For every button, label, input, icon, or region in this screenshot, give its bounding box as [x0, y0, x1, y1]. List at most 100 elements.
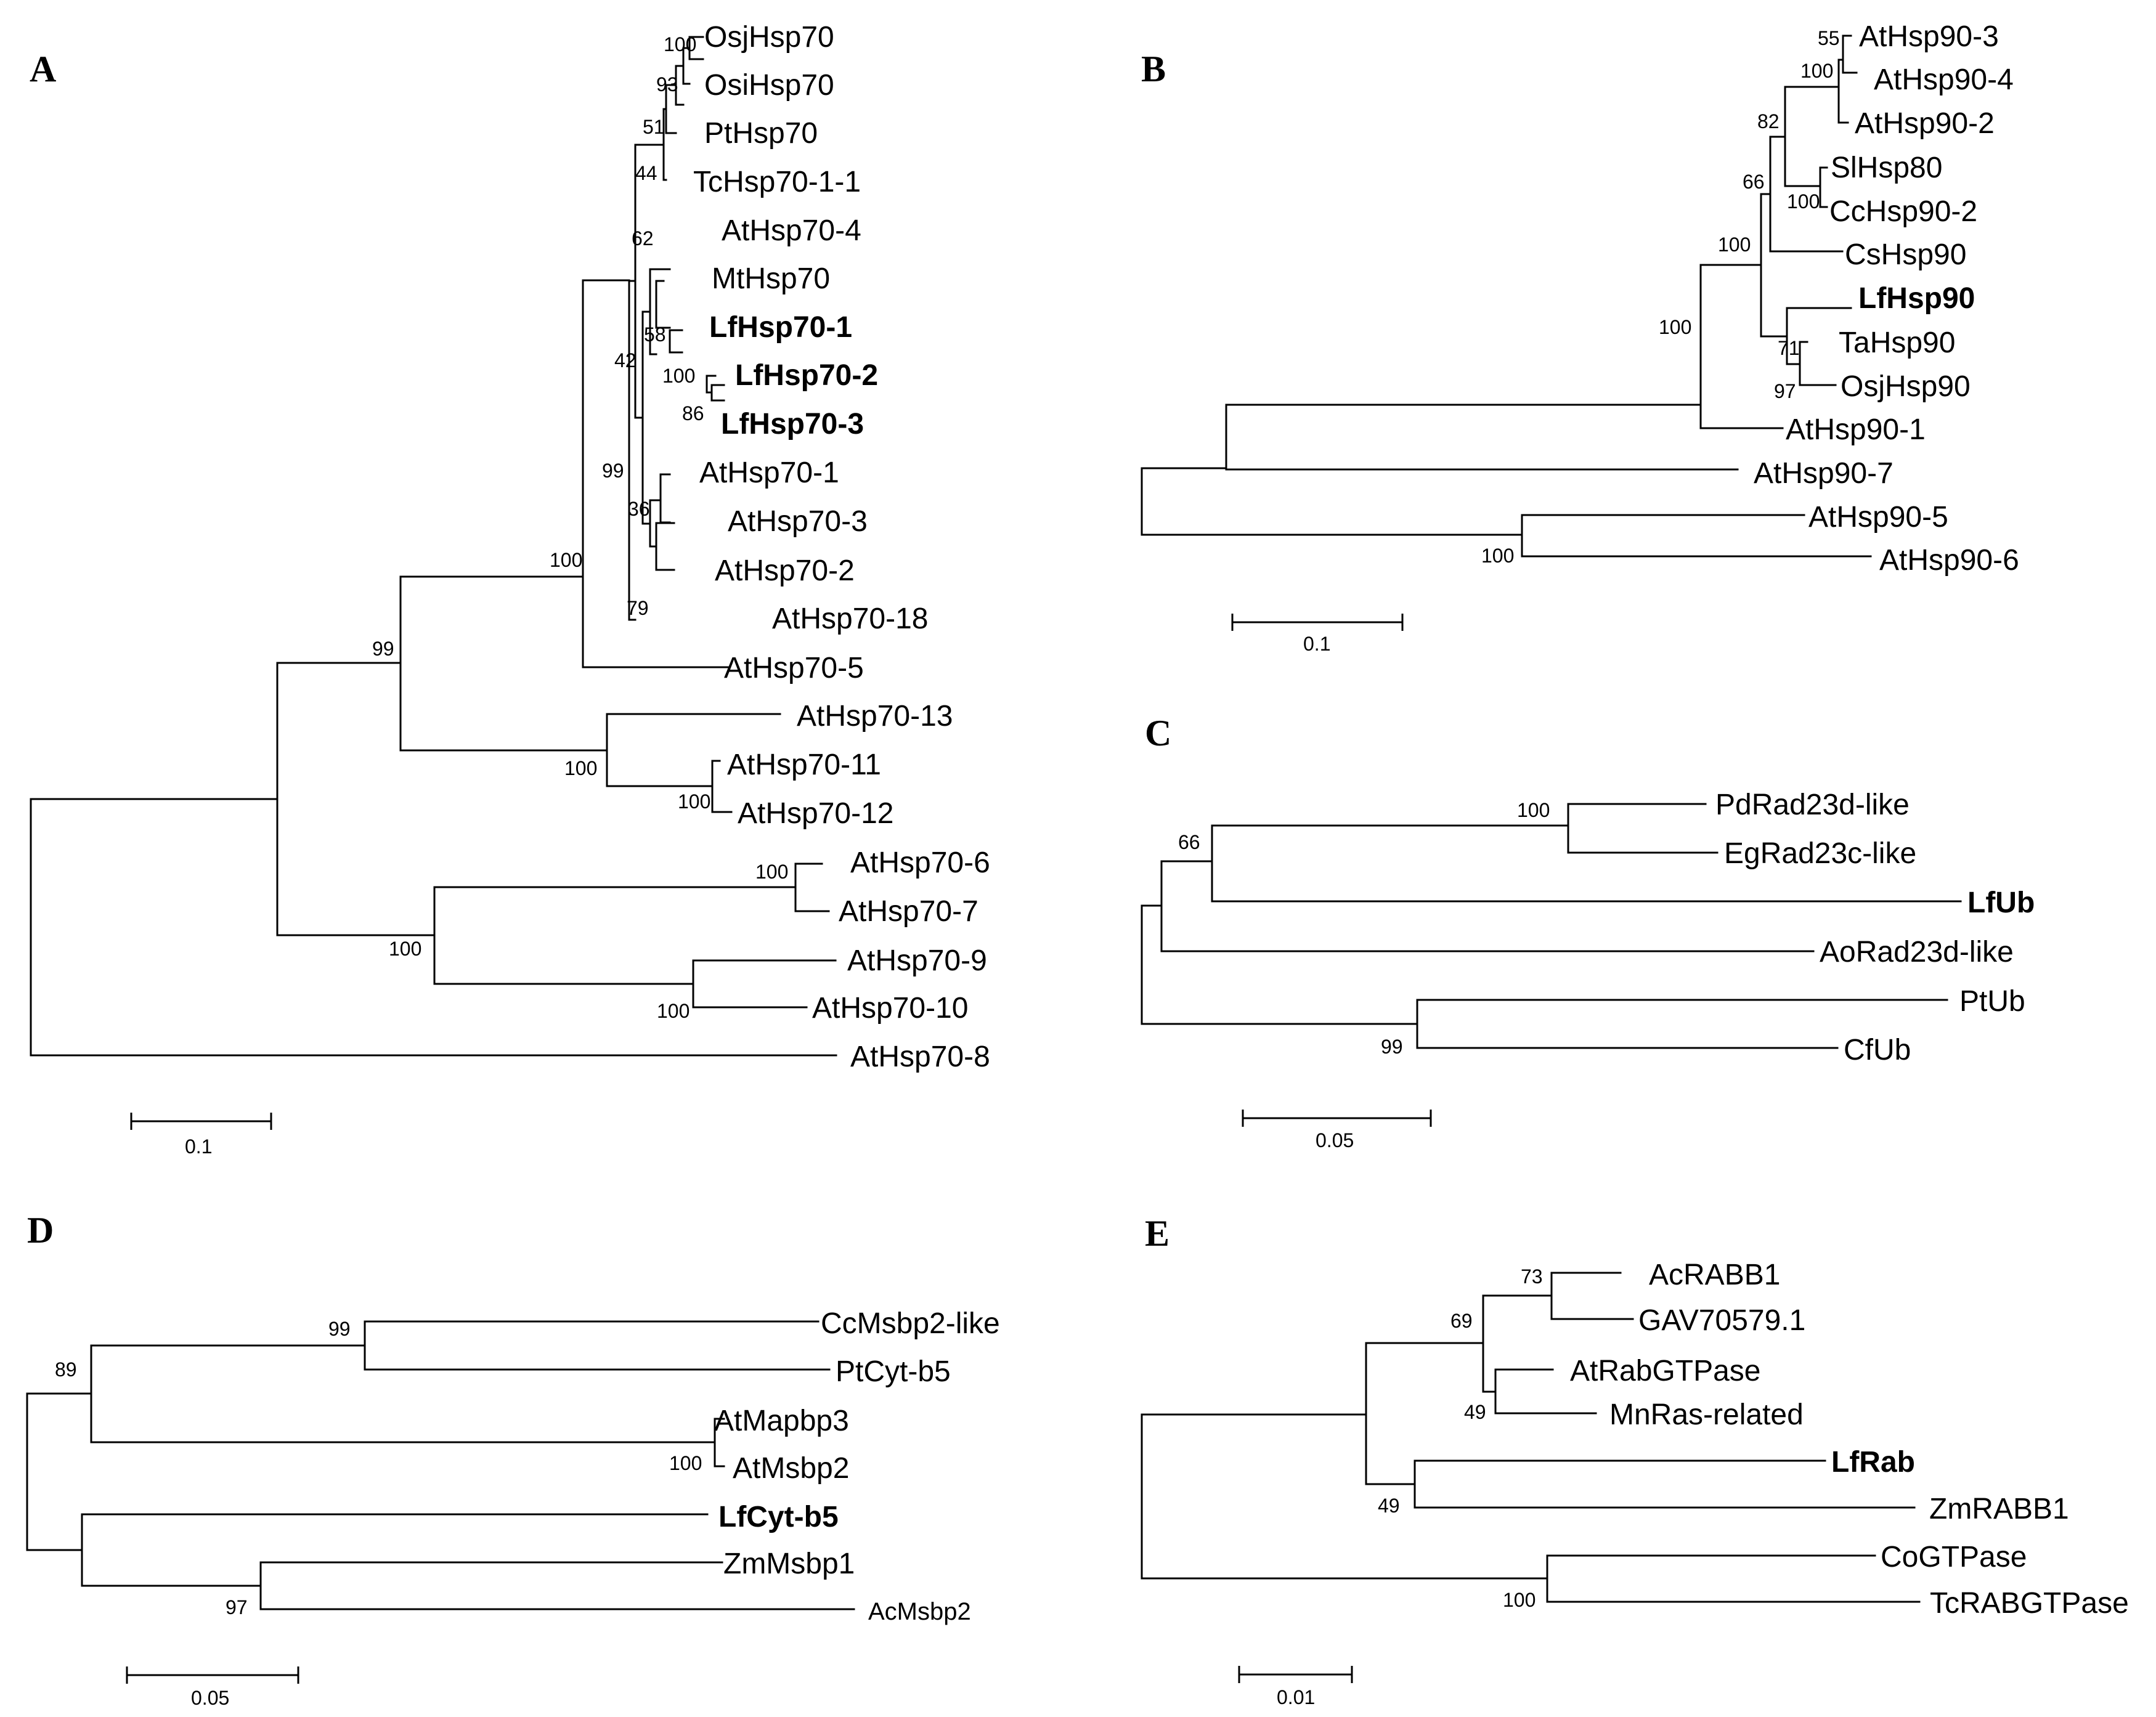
bootstrap-value: 55 [1818, 27, 1840, 49]
leaf-label: AtHsp70-7 [839, 895, 978, 928]
bootstrap-value: 100 [550, 549, 582, 571]
leaf-label: AtHsp90-6 [1879, 544, 2019, 577]
leaf-label: PtCyt-b5 [836, 1355, 951, 1388]
bootstrap-value: 97 [226, 1596, 248, 1618]
panel-letter-b: B [1141, 49, 1166, 89]
bootstrap-value: 100 [662, 365, 695, 387]
leaf-label: CfUb [1844, 1034, 1911, 1066]
panel-e: E AcRABB1 GAV70579.1 AtRabGTPase MnRas-r… [1141, 1213, 2129, 1708]
bootstrap-value: 99 [372, 638, 394, 660]
leaf-label: LfRab [1831, 1446, 1915, 1479]
leaf-label: TcHsp70-1-1 [693, 166, 861, 198]
bootstrap-value: 100 [1481, 545, 1514, 567]
bootstrap-value: 49 [1464, 1401, 1486, 1423]
scale-bar-d: 0.05 [126, 1666, 299, 1709]
leaf-label: AoRad23d-like [1820, 936, 2014, 968]
bootstrap-values-d: 99 89 100 97 [55, 1318, 702, 1618]
leaf-label: ZmRABB1 [1929, 1493, 2069, 1525]
bootstrap-value: 86 [682, 402, 704, 424]
scale-bar-a: 0.1 [130, 1113, 272, 1158]
bootstrap-value: 82 [1757, 110, 1780, 132]
bootstrap-value: 100 [1787, 190, 1820, 213]
leaf-label: AtHsp90-1 [1786, 413, 1926, 446]
leaf-label: OsjHsp70 [704, 21, 834, 54]
leaf-label: TaHsp90 [1839, 327, 1955, 359]
leaf-label: CoGTPase [1881, 1541, 2027, 1573]
leaf-label: CcMsbp2-like [821, 1307, 1000, 1340]
bootstrap-value: 100 [1659, 316, 1691, 338]
leaf-label: ZmMsbp1 [723, 1548, 855, 1580]
bootstrap-value: 73 [1521, 1265, 1543, 1288]
bootstrap-value: 99 [328, 1318, 351, 1340]
bootstrap-value: 100 [657, 1000, 690, 1022]
leaf-label: AtHsp90-4 [1874, 63, 2014, 96]
tree-leaves-d: CcMsbp2-like PtCyt-b5 AtMapbp3 AtMsbp2 L… [714, 1307, 1000, 1625]
bootstrap-value: 36 [628, 498, 650, 520]
leaf-label: MtHsp70 [712, 262, 830, 295]
panel-letter-d: D [27, 1210, 54, 1251]
tree-branches-b [1141, 35, 1872, 558]
leaf-label: AtHsp90-3 [1859, 20, 1999, 53]
tree-leaves-e: AcRABB1 GAV70579.1 AtRabGTPase MnRas-rel… [1570, 1259, 2129, 1620]
leaf-label: AtHsp70-8 [850, 1041, 990, 1073]
scale-bar-label: 0.05 [1316, 1129, 1354, 1151]
bootstrap-value: 89 [55, 1358, 77, 1381]
bootstrap-value: 100 [1503, 1589, 1536, 1611]
leaf-label: LfUb [1967, 887, 2035, 919]
bootstrap-value: 62 [632, 227, 654, 250]
panel-letter-c: C [1145, 713, 1171, 753]
leaf-label: CsHsp90 [1845, 238, 1966, 271]
bootstrap-value: 69 [1450, 1310, 1473, 1332]
bootstrap-value: 42 [614, 349, 637, 371]
bootstrap-value: 93 [656, 73, 678, 95]
bootstrap-value: 100 [1718, 233, 1751, 256]
bootstrap-value: 100 [1800, 60, 1833, 82]
bootstrap-values-c: 100 66 99 [1178, 799, 1550, 1058]
tree-branches-c [1141, 803, 1962, 1049]
scale-bar-e: 0.01 [1238, 1666, 1353, 1708]
scale-bar-label: 0.1 [185, 1135, 212, 1158]
tree-branches-e [1141, 1272, 1921, 1603]
bootstrap-value: 66 [1178, 831, 1200, 853]
bootstrap-value: 66 [1743, 171, 1765, 193]
leaf-label: AtHsp90-5 [1808, 501, 1948, 534]
panel-c: C PdRad23d-like EgRad23c-like LfUb AoRad… [1141, 713, 2035, 1151]
leaf-label: AtHsp90-7 [1754, 457, 1894, 490]
leaf-label: EgRad23c-like [1724, 837, 1916, 870]
leaf-label: AcRABB1 [1649, 1259, 1780, 1291]
leaf-label: LfHsp70-1 [709, 311, 852, 344]
leaf-label: OsjHsp90 [1841, 370, 1971, 403]
scale-bar-label: 0.05 [191, 1687, 229, 1709]
leaf-label: AtHsp70-10 [812, 992, 968, 1025]
bootstrap-value: 97 [1774, 380, 1796, 402]
bootstrap-value: 99 [1381, 1036, 1403, 1058]
leaf-label: LfCyt-b5 [718, 1501, 839, 1533]
leaf-label: PtUb [1959, 985, 2025, 1018]
bootstrap-value: 100 [389, 938, 421, 960]
bootstrap-value: 100 [664, 33, 696, 55]
leaf-label: AtHsp70-3 [728, 505, 868, 538]
leaf-label: AtHsp70-5 [724, 652, 864, 684]
bootstrap-values-a: 100 93 51 44 62 58 100 86 42 99 36 79 10… [372, 33, 788, 1022]
leaf-label: GAV70579.1 [1638, 1304, 1805, 1337]
tree-branches-a [30, 36, 837, 1057]
bootstrap-value: 99 [602, 460, 624, 482]
tree-leaves-a: OsjHsp70 OsiHsp70 PtHsp70 TcHsp70-1-1 At… [693, 21, 990, 1073]
leaf-label: SlHsp80 [1831, 152, 1942, 184]
tree-leaves-b: AtHsp90-3 AtHsp90-4 AtHsp90-2 SlHsp80 Cc… [1754, 20, 2019, 577]
leaf-label: AtHsp70-13 [797, 700, 953, 733]
bootstrap-value: 100 [1517, 799, 1550, 821]
leaf-label: PdRad23d-like [1715, 789, 1910, 821]
scale-bar-b: 0.1 [1231, 614, 1404, 655]
leaf-label: AtHsp70-1 [699, 457, 839, 489]
scale-bar-label: 0.01 [1277, 1686, 1315, 1708]
leaf-label: AtHsp70-12 [738, 797, 893, 830]
leaf-label: AtHsp70-18 [772, 603, 928, 635]
bootstrap-value: 100 [669, 1452, 702, 1474]
scale-bar-c: 0.05 [1242, 1110, 1432, 1151]
panel-d: D CcMsbp2-like PtCyt-b5 AtMapbp3 AtMsbp2… [26, 1210, 1000, 1709]
panel-b: B AtHsp90-3 AtHsp90-4 AtHsp90-2 SlHsp80 … [1141, 20, 2019, 655]
leaf-label: PtHsp70 [704, 117, 818, 150]
tree-leaves-c: PdRad23d-like EgRad23c-like LfUb AoRad23… [1715, 789, 2035, 1066]
